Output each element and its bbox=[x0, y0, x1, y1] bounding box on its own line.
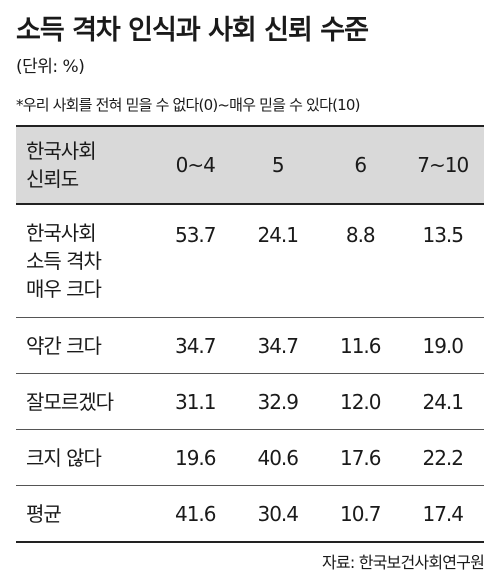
value-cell: 31.1 bbox=[174, 389, 217, 414]
survey-table: 한국사회 신뢰도 0~4 5 6 7~10 한국사회 소득 격차 매우 크다 5… bbox=[16, 125, 484, 543]
value-cell: 41.6 bbox=[174, 501, 217, 526]
row-label-line: 소득 격차 bbox=[26, 249, 102, 273]
table-header-row: 한국사회 신뢰도 0~4 5 6 7~10 bbox=[16, 127, 484, 205]
scale-note: *우리 사회를 전혀 믿을 수 없다(0)~매우 믿을 수 있다(10) bbox=[16, 96, 360, 114]
header-label-line: 한국사회 bbox=[26, 139, 97, 163]
value-cell: 40.6 bbox=[257, 445, 299, 470]
row-label: 크지 않다 bbox=[26, 445, 102, 470]
page-title: 소득 격차 인식과 사회 신뢰 수준 bbox=[16, 15, 369, 46]
table-row: 한국사회 소득 격차 매우 크다 53.7 24.1 8.8 13.5 bbox=[16, 205, 484, 318]
row-label-line: 매우 크다 bbox=[26, 277, 102, 301]
source-credit: 자료: 한국보건사회연구원 bbox=[322, 553, 485, 572]
value-cell: 30.4 bbox=[257, 501, 299, 526]
value-cell: 24.1 bbox=[422, 389, 464, 414]
value-cell: 17.6 bbox=[339, 445, 382, 470]
value-cell: 17.4 bbox=[422, 501, 464, 526]
column-header: 5 bbox=[271, 153, 285, 177]
row-label-line: 한국사회 bbox=[26, 221, 97, 245]
value-cell: 12.0 bbox=[339, 389, 382, 414]
value-cell: 34.7 bbox=[174, 333, 217, 358]
header-label-cell: 한국사회 신뢰도 bbox=[16, 127, 154, 203]
value-cell: 11.6 bbox=[339, 333, 382, 358]
row-label: 한국사회 소득 격차 매우 크다 bbox=[16, 205, 154, 317]
column-header: 0~4 bbox=[175, 153, 216, 177]
value-cell: 8.8 bbox=[345, 223, 376, 247]
column-header: 6 bbox=[354, 153, 367, 177]
table-row: 잘모르겠다 31.1 32.9 12.0 24.1 bbox=[16, 374, 484, 430]
value-cell: 53.7 bbox=[174, 223, 217, 247]
value-cell: 22.2 bbox=[422, 445, 464, 470]
row-label: 잘모르겠다 bbox=[26, 389, 114, 414]
value-cell: 24.1 bbox=[257, 223, 299, 247]
value-cell: 10.7 bbox=[339, 501, 382, 526]
table-row: 약간 크다 34.7 34.7 11.6 19.0 bbox=[16, 318, 484, 374]
column-header: 7~10 bbox=[417, 153, 469, 177]
value-cell: 13.5 bbox=[422, 223, 464, 247]
value-cell: 19.6 bbox=[174, 445, 217, 470]
value-cell: 19.0 bbox=[422, 333, 464, 358]
table-row: 크지 않다 19.6 40.6 17.6 22.2 bbox=[16, 430, 484, 486]
row-label: 약간 크다 bbox=[26, 333, 102, 358]
header-label-line: 신뢰도 bbox=[26, 167, 79, 191]
value-cell: 32.9 bbox=[257, 389, 299, 414]
value-cell: 34.7 bbox=[257, 333, 299, 358]
row-label: 평균 bbox=[26, 501, 62, 526]
unit-label: (단위: %) bbox=[16, 57, 85, 77]
table-row: 평균 41.6 30.4 10.7 17.4 bbox=[16, 486, 484, 543]
